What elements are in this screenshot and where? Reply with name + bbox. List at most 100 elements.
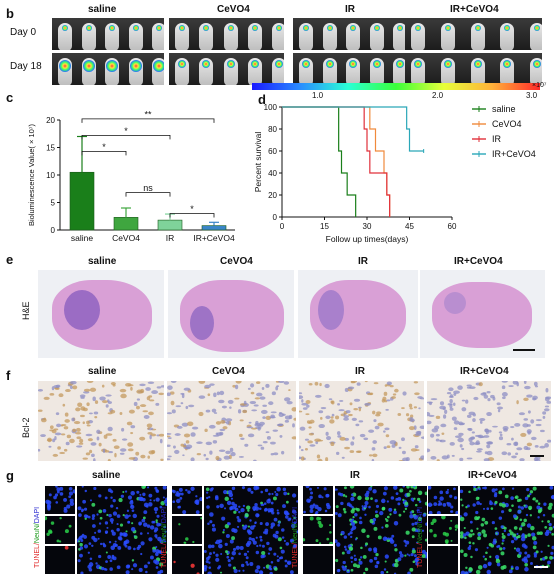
nucleus xyxy=(427,448,431,453)
nucleus xyxy=(284,397,291,402)
cell xyxy=(78,540,81,543)
cell xyxy=(442,503,447,507)
nucleus xyxy=(435,438,440,442)
nucleus xyxy=(453,390,460,394)
bioluminescence-spot xyxy=(251,25,258,31)
stained-cell xyxy=(139,436,146,441)
cell xyxy=(437,503,441,506)
nucleus xyxy=(102,448,106,453)
stained-cell xyxy=(43,417,47,421)
cell xyxy=(273,517,278,522)
nucleus xyxy=(471,431,475,434)
cell xyxy=(465,566,468,570)
cell xyxy=(514,496,517,499)
fluorescence-tile xyxy=(303,486,333,514)
nucleus xyxy=(420,436,424,439)
cell xyxy=(207,571,212,574)
cell xyxy=(98,509,103,514)
nucleus xyxy=(530,419,535,424)
mouse xyxy=(440,58,455,85)
group-header-ir-f: IR xyxy=(355,366,365,377)
cell xyxy=(130,490,135,496)
nucleus xyxy=(309,444,316,447)
mouse xyxy=(369,58,384,85)
nucleus xyxy=(371,458,375,461)
cell xyxy=(160,501,165,506)
row-label-day18: Day 18 xyxy=(10,61,42,72)
ihc-texture xyxy=(167,381,296,461)
mouse xyxy=(247,58,262,85)
significance-bracket xyxy=(169,213,215,218)
group-header-ir-g: IR xyxy=(350,470,360,481)
cell xyxy=(114,543,118,547)
cell xyxy=(200,517,202,520)
cell xyxy=(230,497,234,500)
cell xyxy=(477,536,482,541)
cell xyxy=(350,568,354,572)
nucleus xyxy=(260,409,268,415)
nucleus xyxy=(55,412,60,416)
nucleus xyxy=(320,406,327,410)
y-tick-label: 15 xyxy=(46,144,55,153)
stained-cell xyxy=(73,420,81,425)
cell xyxy=(404,507,408,511)
cell xyxy=(211,487,214,491)
nucleus xyxy=(155,402,160,406)
cell xyxy=(260,554,265,559)
nucleus xyxy=(218,449,226,453)
bioluminescence-spot xyxy=(275,60,283,68)
cell xyxy=(510,496,514,500)
nucleus xyxy=(372,440,377,444)
cell xyxy=(284,564,288,568)
stained-cell xyxy=(384,384,388,387)
cell xyxy=(46,504,51,510)
cell xyxy=(527,494,531,498)
stained-cell xyxy=(330,416,334,419)
stained-cell xyxy=(94,415,98,419)
cell xyxy=(421,549,426,554)
cell xyxy=(88,542,92,545)
fluorescence-tile xyxy=(204,486,298,574)
cell xyxy=(484,557,488,561)
cell xyxy=(409,514,414,519)
bcl2-row-label: Bcl-2 xyxy=(21,417,31,438)
stained-cell xyxy=(127,442,134,447)
cell xyxy=(84,517,87,520)
cell xyxy=(79,542,83,547)
cell xyxy=(353,557,358,562)
stained-cell xyxy=(185,440,190,444)
cell xyxy=(131,568,134,571)
cell xyxy=(547,544,550,547)
cell xyxy=(184,541,187,544)
nucleus xyxy=(270,414,275,419)
nucleus xyxy=(531,436,537,441)
cell xyxy=(111,554,115,558)
cell xyxy=(393,508,397,511)
cell xyxy=(351,518,355,521)
cell xyxy=(254,569,259,574)
cell xyxy=(408,554,411,557)
cell xyxy=(238,505,241,508)
stained-cell xyxy=(288,389,291,392)
nucleus xyxy=(473,442,481,446)
cell xyxy=(240,563,245,568)
cell xyxy=(346,550,351,555)
mouse xyxy=(470,23,485,50)
cell xyxy=(208,561,211,564)
cell xyxy=(542,514,546,517)
cell xyxy=(80,538,84,542)
cell xyxy=(526,523,532,528)
stained-cell xyxy=(76,436,82,440)
cell xyxy=(483,533,488,538)
cell xyxy=(192,540,195,544)
nucleus xyxy=(304,438,309,441)
ihc-texture xyxy=(427,381,551,461)
colorbar xyxy=(252,83,540,90)
cell xyxy=(467,546,472,551)
nucleus xyxy=(151,390,159,395)
cell xyxy=(470,529,474,533)
nucleus xyxy=(328,398,333,401)
nucleus xyxy=(483,394,489,399)
nucleus xyxy=(196,441,203,445)
cell xyxy=(454,524,458,529)
